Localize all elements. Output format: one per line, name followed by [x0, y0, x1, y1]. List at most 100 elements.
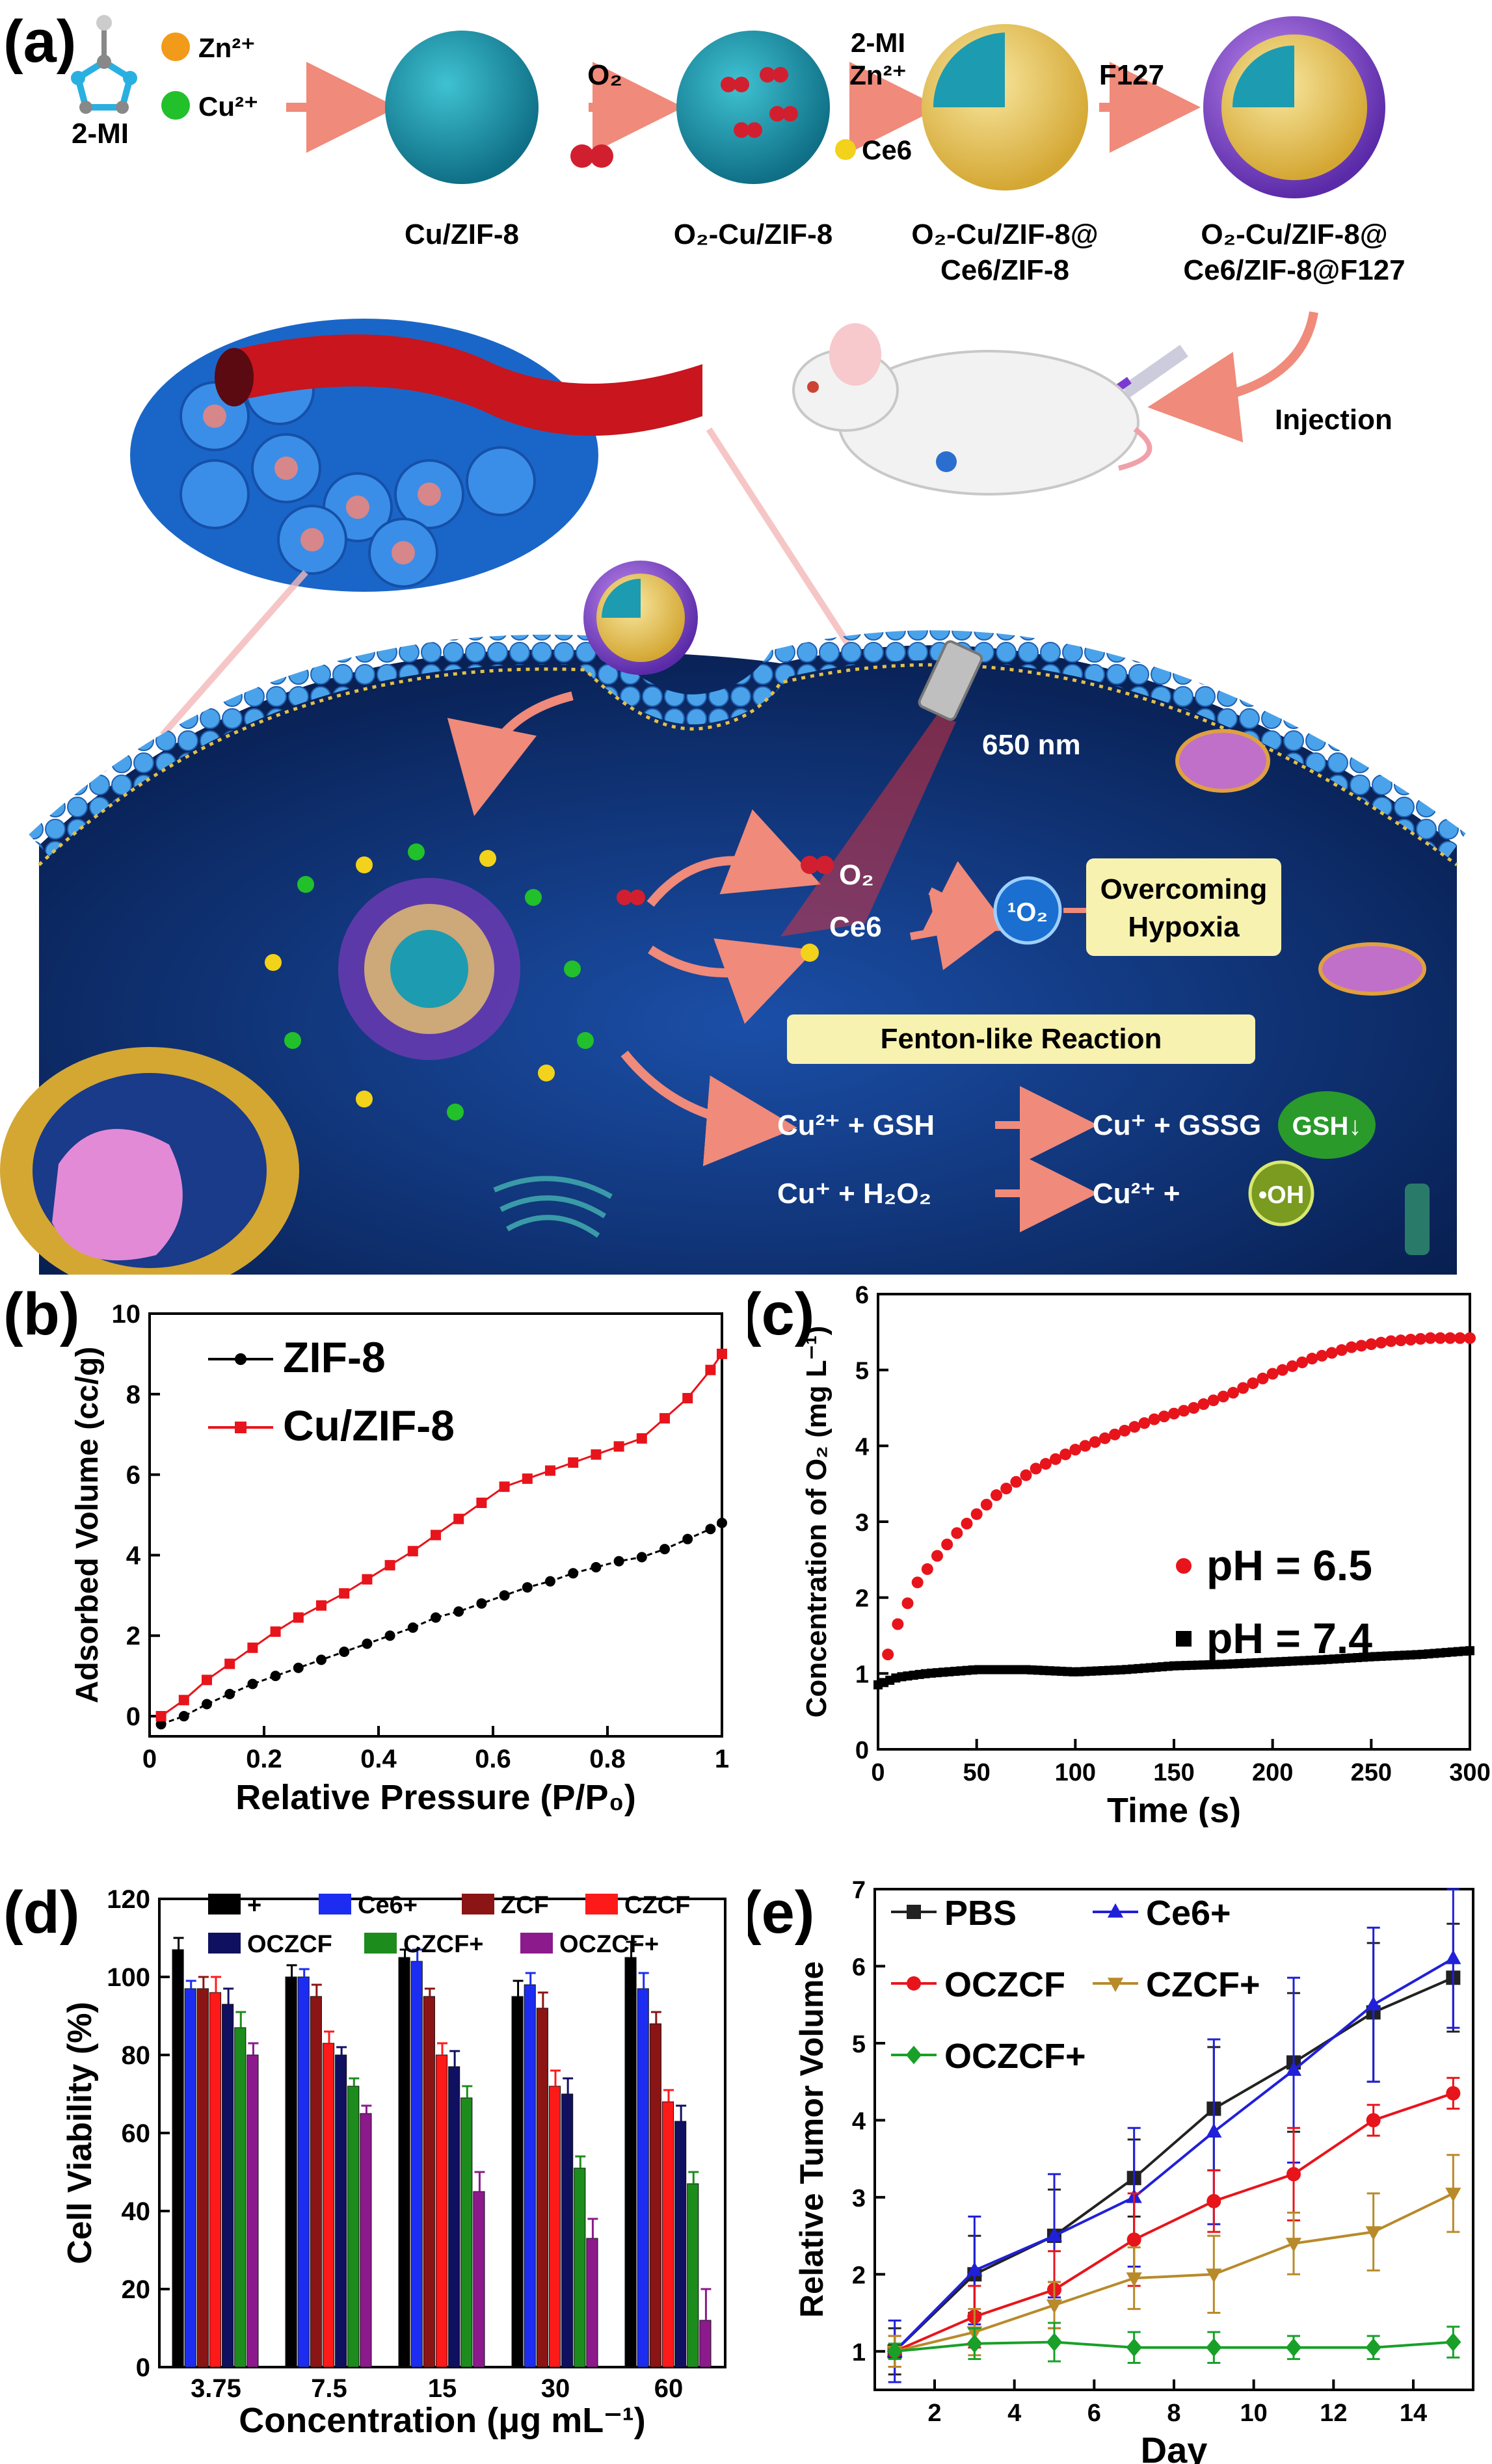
y-tick-label: 6 — [855, 1282, 869, 1309]
product-3-line1: O₂-Cu/ZIF-8@ — [911, 219, 1098, 250]
legend-label: Ce6+ — [358, 1892, 418, 1919]
arrow-to-ce6 — [648, 938, 815, 1024]
hypoxia-box — [1086, 858, 1281, 956]
legend-label: OCZCF — [247, 1931, 332, 1958]
y-tick-label: 4 — [855, 1433, 869, 1461]
reagent-cu: Cu²⁺ — [198, 91, 258, 122]
cutaway-core-icon-2 — [1232, 46, 1294, 107]
product-2: O₂-Cu/ZIF-8 — [674, 219, 833, 250]
data-point-ZIF-8 — [431, 1612, 441, 1623]
data-point-Cu/ZIF-8 — [568, 1457, 579, 1468]
x-tick-label: 4 — [1007, 2400, 1021, 2427]
data-point-pH-6.5 — [1030, 1463, 1042, 1475]
data-point-pH-6.5 — [980, 1498, 992, 1511]
data-point-Cu/ZIF-8 — [339, 1588, 350, 1599]
x-tick-label: 0.6 — [475, 1745, 511, 1773]
bar-OCZCF+ — [473, 2191, 485, 2368]
series-line-Ce6+ — [894, 1957, 1454, 2353]
y-tick-label: 2 — [126, 1622, 140, 1650]
bar-Ce6+ — [297, 1976, 310, 2368]
singlet-oxygen-label: ¹O₂ — [1007, 898, 1048, 927]
data-point-Cu/ZIF-8 — [431, 1530, 441, 1541]
data-point-pH-6.5 — [1257, 1372, 1269, 1384]
y-tick-label: 2 — [855, 1585, 869, 1613]
bar-CZCF — [209, 1992, 222, 2368]
data-point-pH-6.5 — [892, 1618, 904, 1630]
data-point-pH-6.5 — [1158, 1411, 1170, 1423]
x-tick-label: 50 — [963, 1759, 991, 1786]
bar-OCZCF+ — [246, 2054, 259, 2368]
data-point-CZCF+ — [1206, 2268, 1222, 2283]
legend-swatch — [462, 1894, 494, 1914]
laser-wavelength: 650 nm — [982, 729, 1081, 761]
data-point-ZIF-8 — [247, 1678, 258, 1689]
panel-d-chart: (d) 0 20 40 60 80 100 120 3.75 7.5 15 30 60 Concentra… — [3, 1879, 726, 2440]
fenton-title-box — [787, 1014, 1255, 1064]
membrane-inner-line — [38, 663, 1458, 867]
y-tick-label: 100 — [107, 1963, 150, 1992]
data-point-pH-6.5 — [1119, 1425, 1131, 1437]
series-line-CZCF+ — [894, 2192, 1454, 2353]
bar-CZCF — [661, 2101, 674, 2368]
o2-label: O₂ — [839, 859, 874, 891]
data-point-Cu/ZIF-8 — [224, 1658, 235, 1669]
y-tick-label: 20 — [122, 2275, 151, 2304]
data-point-Cu/ZIF-8 — [202, 1675, 212, 1686]
data-point-pH-6.5 — [931, 1550, 943, 1562]
y-tick-label: 5 — [852, 2031, 866, 2058]
x-tick-label: 300 — [1449, 1759, 1490, 1786]
laser-source-icon — [918, 640, 983, 721]
data-point-Ce6+ — [1445, 1950, 1461, 1965]
data-point-pH-6.5 — [1188, 1402, 1200, 1414]
injection-arrow — [1147, 311, 1318, 443]
data-point-pH-6.5 — [1286, 1360, 1298, 1372]
legend-marker — [235, 1422, 246, 1433]
legend-label: Cu/ZIF-8 — [283, 1401, 455, 1450]
bar-ZCF — [310, 1996, 322, 2368]
data-point-ZIF-8 — [293, 1662, 304, 1673]
x-tick-label: 100 — [1055, 1759, 1096, 1786]
y-tick-label: 3 — [852, 2185, 866, 2212]
data-point-OCZCF+ — [1046, 2333, 1063, 2351]
data-point-ZIF-8 — [545, 1576, 555, 1587]
y-tick-label: 60 — [122, 2119, 151, 2148]
tumor-site-icon — [936, 451, 957, 472]
y-tick-label: 4 — [852, 2108, 866, 2135]
data-point-pH-6.5 — [970, 1508, 983, 1520]
legend-label: CZCF+ — [1146, 1965, 1260, 2004]
x-tick-label: 6 — [1087, 2400, 1101, 2427]
bar-+ — [285, 1976, 297, 2368]
reaction1-right: Cu⁺ + GSSG — [1093, 1109, 1261, 1141]
cutaway-core-icon — [933, 33, 1005, 107]
arrow-label-ce6: Ce6 — [862, 135, 912, 165]
y-tick-label: 1 — [855, 1661, 869, 1688]
data-point-pH-6.5 — [1365, 1338, 1378, 1350]
plot-frame — [873, 1888, 1474, 2391]
data-point-ZIF-8 — [384, 1630, 395, 1641]
data-point-Cu/ZIF-8 — [613, 1441, 624, 1452]
data-point-pH-6.5 — [1424, 1332, 1437, 1344]
data-point-ZIF-8 — [613, 1556, 624, 1567]
data-point-Cu/ZIF-8 — [591, 1449, 602, 1460]
legend-label: ZIF-8 — [283, 1333, 386, 1381]
hypoxia-line1: Overcoming — [1100, 873, 1268, 905]
x-tick-label: 30 — [541, 2374, 570, 2403]
data-point-pH-6.5 — [1227, 1386, 1239, 1399]
legend-label: OCZCF+ — [944, 2037, 1086, 2076]
bar-Ce6+ — [637, 1988, 649, 2368]
legend-label: OCZCF+ — [559, 1931, 659, 1958]
legend-marker — [1107, 1978, 1124, 1993]
plot-frame — [148, 1312, 723, 1738]
bar-ZCF — [649, 2023, 661, 2368]
data-point-ZIF-8 — [682, 1533, 693, 1544]
data-point-OCZCF — [1126, 2232, 1141, 2247]
bar-OCZCF+ — [360, 2113, 372, 2368]
data-point-pH-6.5 — [1059, 1448, 1072, 1461]
data-point-Ce6+ — [1285, 2061, 1302, 2076]
legend-swatch — [319, 1894, 351, 1914]
data-point-pH-6.5 — [1454, 1332, 1466, 1344]
mouse-icon — [792, 323, 1152, 496]
data-point-Cu/ZIF-8 — [476, 1497, 487, 1508]
product-3-line2: Ce6/ZIF-8 — [940, 254, 1069, 286]
data-point-Cu/ZIF-8 — [636, 1433, 647, 1444]
